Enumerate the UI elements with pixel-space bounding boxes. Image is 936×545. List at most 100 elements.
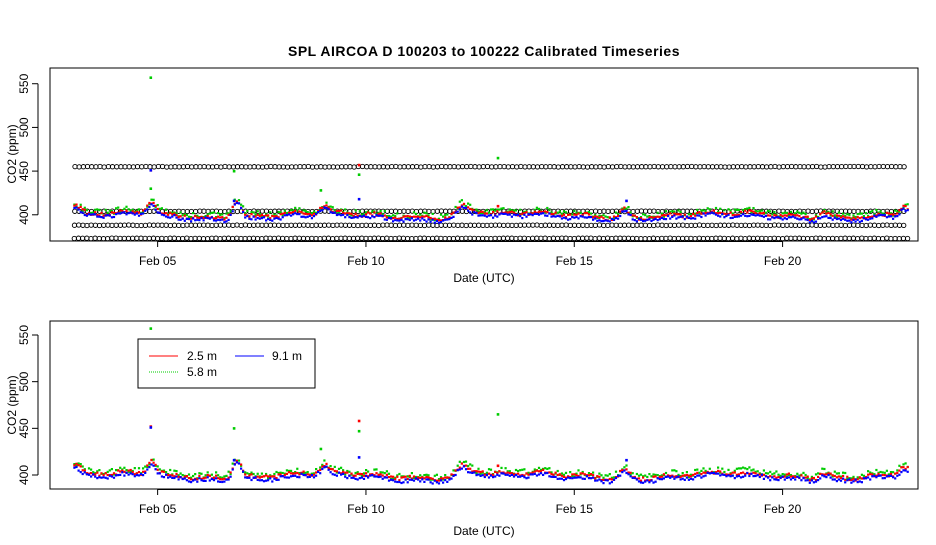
data-point xyxy=(106,214,109,217)
data-point xyxy=(612,476,616,479)
reference-point xyxy=(146,235,152,242)
data-point xyxy=(819,477,822,480)
data-point xyxy=(804,215,807,218)
data-point xyxy=(817,472,820,475)
data-point xyxy=(210,216,213,219)
data-point xyxy=(502,207,505,210)
data-point xyxy=(321,465,324,468)
reference-point xyxy=(829,235,836,242)
data-point xyxy=(517,475,520,478)
data-point xyxy=(496,413,500,416)
data-point xyxy=(158,468,161,471)
data-point xyxy=(567,476,570,479)
data-point xyxy=(748,466,751,469)
data-point xyxy=(858,476,861,479)
data-point xyxy=(556,473,559,477)
data-point xyxy=(148,205,151,208)
data-point xyxy=(723,470,726,474)
data-point xyxy=(115,469,118,472)
reference-point xyxy=(855,163,861,170)
data-point xyxy=(92,471,95,474)
data-point xyxy=(96,214,99,217)
data-point xyxy=(410,478,413,481)
data-point xyxy=(831,474,834,477)
data-point xyxy=(119,209,122,212)
data-point xyxy=(464,464,468,467)
data-point xyxy=(321,463,324,466)
data-point xyxy=(467,209,470,212)
data-point xyxy=(279,211,282,214)
data-point xyxy=(275,478,278,481)
data-point xyxy=(514,209,518,212)
data-point xyxy=(564,476,568,479)
data-point xyxy=(235,201,238,205)
reference-point xyxy=(671,222,678,229)
data-point xyxy=(683,478,686,481)
data-point xyxy=(356,216,359,219)
data-point xyxy=(383,214,386,217)
data-point xyxy=(223,480,226,483)
data-point xyxy=(362,214,366,217)
data-point xyxy=(717,212,720,215)
data-point xyxy=(471,208,474,211)
data-point xyxy=(871,210,874,213)
data-point xyxy=(277,216,280,219)
data-point xyxy=(108,474,111,477)
data-point xyxy=(204,476,207,479)
data-point xyxy=(760,209,763,212)
data-point xyxy=(304,473,307,477)
data-point xyxy=(529,213,532,216)
reference-point xyxy=(767,235,773,242)
data-point xyxy=(277,471,280,475)
data-point xyxy=(387,472,391,475)
data-point xyxy=(781,473,784,476)
data-point xyxy=(902,463,905,466)
data-point xyxy=(385,470,388,473)
data-point xyxy=(115,207,118,210)
reference-point xyxy=(572,164,578,170)
data-point xyxy=(512,213,516,216)
data-point xyxy=(258,475,261,478)
data-point xyxy=(335,213,338,217)
data-point xyxy=(348,474,351,477)
data-point xyxy=(485,473,488,476)
data-point xyxy=(787,212,790,215)
data-point xyxy=(357,419,361,423)
reference-point xyxy=(467,235,473,241)
data-point xyxy=(210,477,213,481)
reference-point xyxy=(321,235,327,241)
data-point xyxy=(773,211,776,214)
data-point xyxy=(660,216,663,219)
data-point xyxy=(823,215,826,218)
data-point xyxy=(367,470,370,473)
data-point xyxy=(173,475,176,478)
data-point xyxy=(149,76,153,79)
data-point xyxy=(448,216,451,219)
data-point xyxy=(112,472,116,475)
data-point xyxy=(644,474,647,477)
data-point xyxy=(864,212,868,215)
data-point xyxy=(306,213,309,216)
data-point xyxy=(642,220,645,223)
data-point xyxy=(354,474,357,477)
data-point xyxy=(162,212,166,215)
data-point xyxy=(129,470,132,474)
data-point xyxy=(383,218,386,221)
data-point xyxy=(477,210,480,213)
data-point xyxy=(702,475,705,478)
data-point xyxy=(373,468,376,471)
data-point xyxy=(265,214,268,217)
data-point xyxy=(294,472,297,475)
data-point xyxy=(437,217,441,220)
data-point xyxy=(889,215,893,218)
data-point xyxy=(352,216,355,219)
data-point xyxy=(102,216,105,219)
data-point xyxy=(337,209,341,212)
data-point xyxy=(452,469,455,472)
data-point xyxy=(412,476,416,480)
data-point xyxy=(748,474,751,478)
data-point xyxy=(206,213,209,216)
data-point xyxy=(423,211,426,214)
data-point xyxy=(129,472,132,475)
data-point xyxy=(133,473,136,476)
